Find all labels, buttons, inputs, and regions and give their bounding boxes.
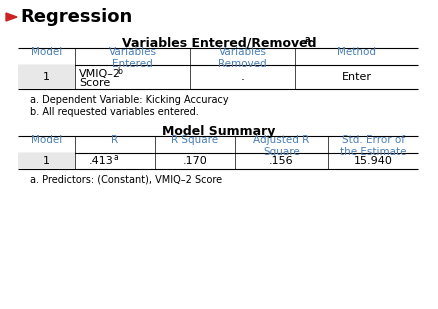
Text: Enter: Enter — [342, 72, 371, 82]
Text: Regression: Regression — [20, 8, 132, 26]
Text: Adjusted R
Square: Adjusted R Square — [253, 135, 310, 157]
Text: Variables
Entered: Variables Entered — [109, 47, 156, 70]
Text: b: b — [117, 67, 122, 77]
Text: Score: Score — [79, 78, 110, 88]
Text: Model Summary: Model Summary — [162, 125, 276, 138]
Text: .: . — [240, 70, 244, 83]
Text: 15.940: 15.940 — [353, 156, 392, 166]
Text: Variables Entered/Removed: Variables Entered/Removed — [122, 37, 316, 50]
Text: R Square: R Square — [171, 135, 219, 145]
Text: Model: Model — [31, 47, 62, 57]
Text: 1: 1 — [43, 72, 50, 82]
Text: Model: Model — [31, 135, 62, 145]
Text: VMIQ–2: VMIQ–2 — [79, 69, 121, 79]
Text: .156: .156 — [269, 156, 294, 166]
Text: R: R — [111, 135, 119, 145]
Text: Method: Method — [337, 47, 376, 57]
Text: Std. Error of
the Estimate: Std. Error of the Estimate — [340, 135, 406, 157]
Text: a: a — [305, 35, 311, 44]
Text: a. Dependent Variable: Kicking Accuracy: a. Dependent Variable: Kicking Accuracy — [30, 95, 229, 105]
Text: .413: .413 — [88, 156, 113, 166]
Text: a: a — [114, 154, 119, 163]
Text: 1: 1 — [43, 156, 50, 166]
Text: a. Predictors: (Constant), VMIQ–2 Score: a. Predictors: (Constant), VMIQ–2 Score — [30, 174, 222, 184]
Text: .170: .170 — [183, 156, 207, 166]
Text: b. All requested variables entered.: b. All requested variables entered. — [30, 107, 199, 117]
Text: Variables
Removed: Variables Removed — [218, 47, 267, 70]
